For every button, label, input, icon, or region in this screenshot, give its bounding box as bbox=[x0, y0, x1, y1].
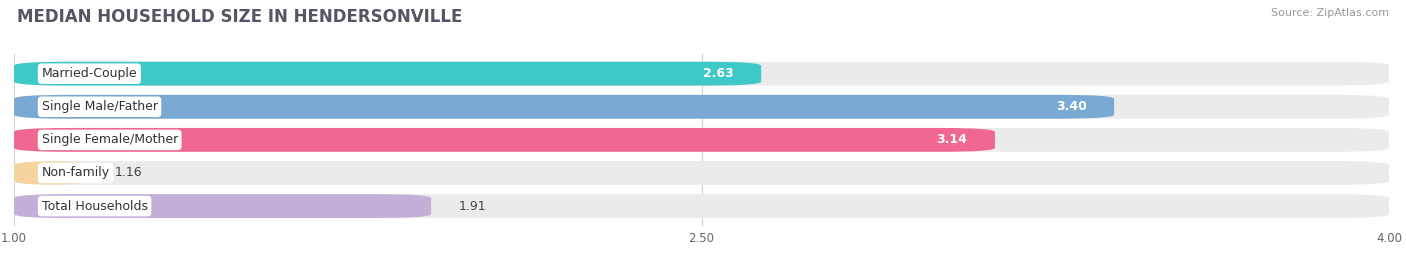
FancyBboxPatch shape bbox=[14, 194, 1389, 218]
FancyBboxPatch shape bbox=[14, 194, 432, 218]
FancyBboxPatch shape bbox=[14, 161, 1389, 185]
FancyBboxPatch shape bbox=[14, 95, 1389, 119]
Text: Total Households: Total Households bbox=[42, 200, 148, 213]
FancyBboxPatch shape bbox=[14, 62, 1389, 86]
Text: Married-Couple: Married-Couple bbox=[42, 67, 138, 80]
Text: 3.40: 3.40 bbox=[1056, 100, 1087, 113]
Text: 1.91: 1.91 bbox=[458, 200, 486, 213]
Text: Source: ZipAtlas.com: Source: ZipAtlas.com bbox=[1271, 8, 1389, 18]
Text: MEDIAN HOUSEHOLD SIZE IN HENDERSONVILLE: MEDIAN HOUSEHOLD SIZE IN HENDERSONVILLE bbox=[17, 8, 463, 26]
Text: Single Female/Mother: Single Female/Mother bbox=[42, 133, 177, 146]
FancyBboxPatch shape bbox=[14, 128, 995, 152]
Text: 1.16: 1.16 bbox=[115, 167, 142, 179]
FancyBboxPatch shape bbox=[14, 95, 1114, 119]
FancyBboxPatch shape bbox=[14, 161, 87, 185]
Text: Single Male/Father: Single Male/Father bbox=[42, 100, 157, 113]
Text: Non-family: Non-family bbox=[42, 167, 110, 179]
Text: 3.14: 3.14 bbox=[936, 133, 967, 146]
FancyBboxPatch shape bbox=[14, 128, 1389, 152]
Text: 2.63: 2.63 bbox=[703, 67, 734, 80]
FancyBboxPatch shape bbox=[14, 62, 761, 86]
